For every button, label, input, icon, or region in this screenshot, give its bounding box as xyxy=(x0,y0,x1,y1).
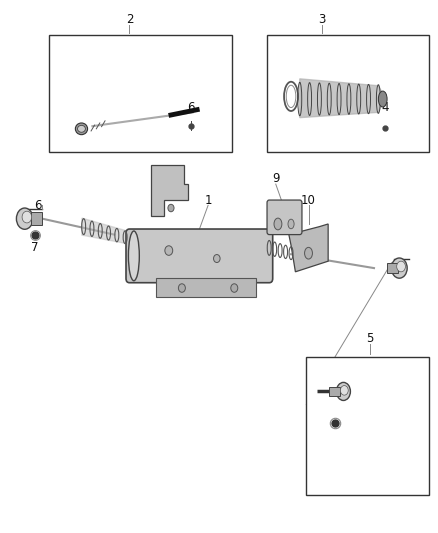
Ellipse shape xyxy=(288,219,294,229)
Ellipse shape xyxy=(128,231,139,281)
Polygon shape xyxy=(300,79,385,118)
Polygon shape xyxy=(289,224,328,272)
Ellipse shape xyxy=(214,255,220,263)
Ellipse shape xyxy=(165,246,173,255)
Text: 2: 2 xyxy=(126,13,133,26)
Text: 9: 9 xyxy=(272,172,279,185)
Ellipse shape xyxy=(168,204,174,212)
Ellipse shape xyxy=(392,258,407,278)
Ellipse shape xyxy=(178,284,185,292)
Bar xyxy=(329,386,340,396)
Text: 6: 6 xyxy=(34,199,42,212)
FancyBboxPatch shape xyxy=(126,229,273,282)
Ellipse shape xyxy=(378,91,387,107)
Ellipse shape xyxy=(231,284,238,292)
FancyBboxPatch shape xyxy=(267,200,302,235)
Ellipse shape xyxy=(78,125,85,132)
Ellipse shape xyxy=(75,123,88,135)
Text: 10: 10 xyxy=(301,193,316,207)
Text: 6: 6 xyxy=(187,101,194,114)
Text: 8: 8 xyxy=(154,167,162,180)
Ellipse shape xyxy=(397,261,406,272)
Polygon shape xyxy=(82,218,127,244)
Text: 5: 5 xyxy=(366,332,373,345)
Bar xyxy=(49,35,232,152)
Ellipse shape xyxy=(274,218,282,230)
Text: 6: 6 xyxy=(314,385,321,398)
Bar xyxy=(31,212,42,225)
Ellipse shape xyxy=(22,211,32,223)
Text: 3: 3 xyxy=(318,13,325,26)
Ellipse shape xyxy=(16,208,33,229)
Text: 7: 7 xyxy=(331,433,339,446)
Bar xyxy=(387,263,398,273)
Ellipse shape xyxy=(304,247,312,259)
Text: 4: 4 xyxy=(381,101,389,114)
Ellipse shape xyxy=(340,385,348,395)
Ellipse shape xyxy=(336,382,350,400)
Text: 1: 1 xyxy=(205,193,212,207)
Bar xyxy=(306,357,428,495)
Polygon shape xyxy=(151,165,188,216)
Text: 7: 7 xyxy=(31,241,39,254)
Bar xyxy=(155,278,256,297)
Bar xyxy=(267,35,428,152)
